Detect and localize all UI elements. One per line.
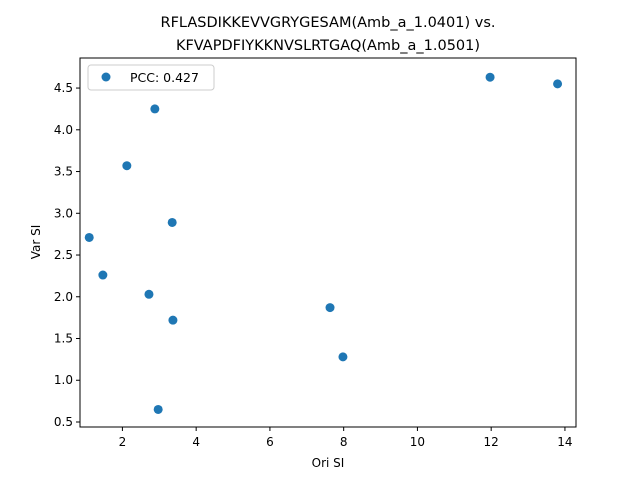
y-tick-label: 2.0 — [54, 290, 73, 304]
legend-marker — [101, 72, 111, 82]
x-tick-label: 12 — [484, 435, 499, 449]
data-point — [168, 315, 178, 325]
y-tick-label: 4.0 — [54, 123, 73, 137]
y-tick-label: 3.5 — [54, 165, 73, 179]
x-tick-label: 8 — [340, 435, 348, 449]
data-point — [98, 270, 108, 280]
x-axis-label: Ori SI — [312, 456, 345, 470]
data-point — [144, 289, 154, 299]
y-tick-label: 4.5 — [54, 81, 73, 95]
data-point — [167, 217, 177, 227]
chart-title-line2: KFVAPDFIYKKNVSLRTGAQ(Amb_a_1.0501) — [176, 38, 480, 54]
y-axis-label: Var SI — [29, 225, 43, 260]
y-tick-label: 0.5 — [54, 415, 73, 429]
x-tick-label: 14 — [557, 435, 572, 449]
y-tick-label: 1.0 — [54, 373, 73, 387]
data-point — [150, 104, 160, 114]
plot-area — [79, 57, 577, 428]
legend-label: PCC: 0.427 — [130, 70, 199, 85]
y-tick-label: 3.0 — [54, 206, 73, 220]
x-tick-label: 6 — [266, 435, 274, 449]
data-point — [553, 79, 563, 89]
data-point — [338, 352, 348, 362]
data-point — [325, 303, 335, 313]
x-axis-ticks: 2 4 6 8 10 12 14 — [119, 427, 573, 449]
y-tick-label: 2.5 — [54, 248, 73, 262]
y-tick-label: 1.5 — [54, 332, 73, 346]
data-point — [84, 232, 94, 242]
legend-box — [87, 64, 215, 91]
x-tick-label: 2 — [119, 435, 127, 449]
data-point — [122, 161, 132, 171]
legend: PCC: 0.427 — [87, 64, 215, 91]
chart-title-line1: RFLASDIKKEVVGRYGESAM(Amb_a_1.0401) vs. — [161, 15, 496, 31]
y-axis-ticks: 0.5 1.0 1.5 2.0 2.5 3.0 3.5 4.0 4.5 — [54, 81, 80, 429]
x-tick-label: 4 — [192, 435, 200, 449]
data-point — [153, 404, 163, 414]
x-tick-label: 10 — [410, 435, 425, 449]
data-point — [485, 72, 495, 82]
data-points — [84, 72, 563, 414]
